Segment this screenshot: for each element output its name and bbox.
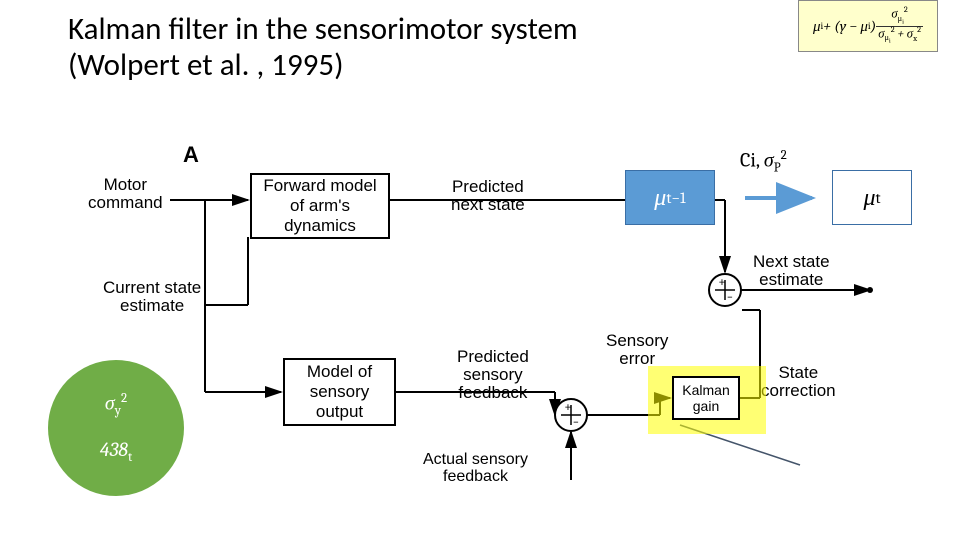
kalman-formula-box: μi + (y − μi) σμi2σμi2 + σx2 (798, 0, 938, 52)
label-next-state: Next stateestimate (753, 253, 830, 289)
svg-text:−: − (573, 416, 579, 430)
label-state-correction: Statecorrection (761, 364, 836, 400)
panel-label: A (183, 143, 199, 166)
label-actual-feedback: Actual sensoryfeedback (423, 452, 528, 486)
mu-prev-box: μt−1 (625, 170, 715, 225)
svg-text:+: + (719, 276, 725, 290)
y-t: 438t (100, 438, 132, 465)
svg-text:+: + (565, 401, 571, 415)
ci-sigma-label: Ci, σP2 (740, 148, 787, 176)
title-line2: (Wolpert et al. , 1995) (68, 46, 344, 84)
label-current-state: Current stateestimate (103, 279, 201, 315)
svg-text:−: − (727, 291, 733, 305)
label-predicted-feedback: Predictedsensoryfeedback (457, 348, 529, 402)
label-motor-command: Motorcommand (88, 176, 163, 212)
label-predicted-next: Predictednext state (451, 178, 525, 214)
box-kalman-gain: Kalmangain (672, 376, 740, 420)
box-sensory-model: Model ofsensoryoutput (283, 358, 396, 426)
slide-title: Kalman filter in the sensorimotor system… (68, 12, 578, 83)
green-circle: σy2 438t (48, 360, 184, 496)
title-line1: Kalman filter in the sensorimotor system (68, 10, 578, 48)
label-sensory-error: Sensoryerror (606, 332, 668, 368)
mu-t-box: μt (832, 170, 912, 225)
sigma-y-squared: σy2 (100, 391, 132, 419)
box-forward-model: Forward modelof arm'sdynamics (250, 173, 390, 239)
